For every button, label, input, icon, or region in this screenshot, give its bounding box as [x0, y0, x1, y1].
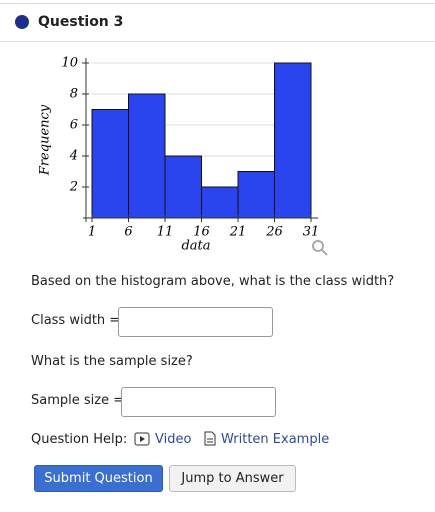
field-label: Sample size = — [31, 393, 125, 408]
x-tick-label: 31 — [303, 225, 320, 240]
divider — [0, 3, 435, 4]
x-tick-label: 21 — [229, 225, 247, 240]
y-tick-label: 6 — [70, 118, 78, 133]
y-tick-label: 10 — [61, 56, 78, 71]
x-tick-label: 11 — [157, 225, 174, 240]
zoom-icon[interactable] — [312, 240, 328, 256]
answer-input[interactable] — [121, 387, 276, 417]
bar — [274, 62, 312, 219]
help-label: Question Help: — [31, 432, 128, 447]
bar — [164, 155, 202, 219]
divider — [0, 41, 435, 42]
y-tick-label: 8 — [70, 87, 78, 102]
bar — [237, 171, 275, 219]
question-prompt: What is the sample size? — [31, 354, 193, 369]
y-tick-label: 4 — [69, 149, 78, 164]
submit-button[interactable]: Submit Question — [34, 465, 163, 492]
x-tick-label: 16 — [193, 225, 210, 240]
bar — [201, 186, 239, 219]
x-axis-label: data — [181, 239, 210, 254]
document-icon — [204, 431, 216, 446]
x-tick-label: 1 — [88, 225, 96, 240]
field-label: Class width = — [31, 313, 121, 328]
video-icon — [134, 432, 150, 446]
x-tick-label: 6 — [124, 225, 132, 240]
bar — [128, 93, 166, 219]
question-title: Question 3 — [38, 14, 124, 30]
y-tick-label: 2 — [69, 180, 78, 195]
help-link[interactable]: Video — [155, 432, 192, 447]
bar — [91, 109, 129, 219]
y-axis-label: Frequency — [38, 104, 53, 176]
status-dot — [15, 15, 29, 29]
answer-input[interactable] — [118, 307, 273, 337]
jump-button[interactable]: Jump to Answer — [169, 465, 296, 492]
question-prompt: Based on the histogram above, what is th… — [31, 274, 395, 289]
x-tick-label: 26 — [265, 225, 283, 240]
help-link[interactable]: Written Example — [221, 432, 330, 447]
